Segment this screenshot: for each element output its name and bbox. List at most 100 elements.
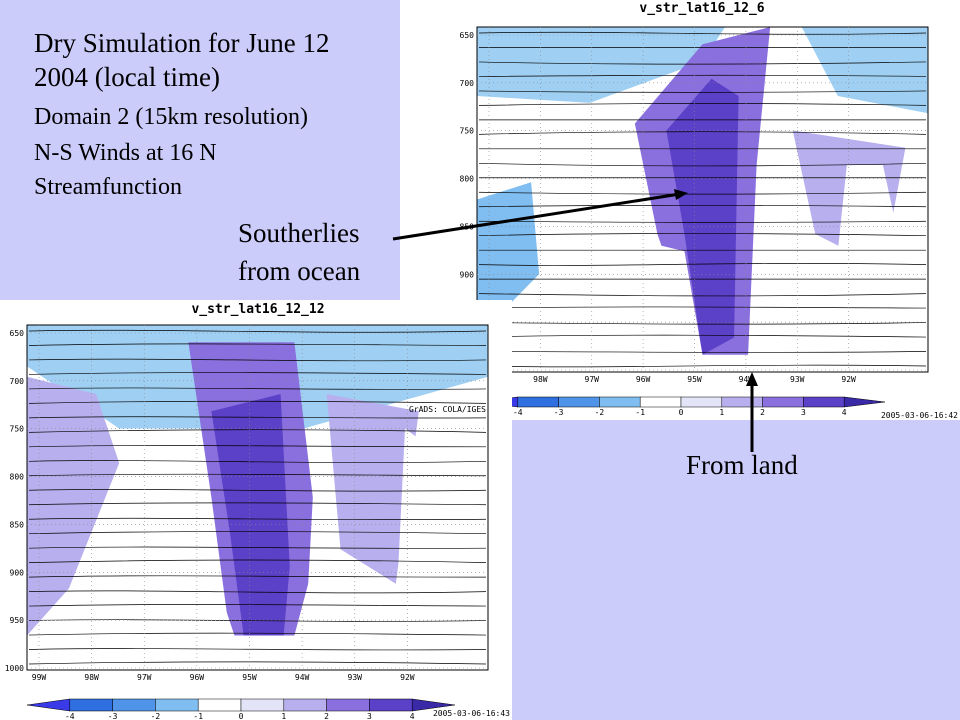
- y-tick-label: 1000: [5, 664, 24, 673]
- x-tick-label: 93W: [348, 673, 363, 682]
- streamline: [28, 372, 487, 375]
- y-tick-label: 650: [10, 329, 25, 338]
- plot-frame: [476, 26, 929, 373]
- colorbar-cell: [112, 698, 156, 712]
- colorbar-label: -4: [65, 712, 75, 720]
- title-line: 2004 (local time): [34, 62, 220, 92]
- colorbar-end: [411, 698, 456, 712]
- y-tick-label: 900: [10, 568, 25, 577]
- streamline: [28, 661, 487, 665]
- y-tick-label: 950: [10, 616, 25, 625]
- contour-fill: [477, 165, 928, 372]
- colorbar-cell: [69, 698, 113, 712]
- streamline: [478, 334, 927, 338]
- colorbar-label: -2: [151, 712, 161, 720]
- streamline: [28, 502, 487, 506]
- colorbar-end: [843, 396, 886, 408]
- y-tick-label: 650: [460, 31, 475, 40]
- plot-bottom: v_str_lat16_12_1265070075080085090095010…: [0, 300, 512, 720]
- y-tick-label: 800: [460, 175, 475, 184]
- plot-title: v_str_lat16_12_12: [191, 302, 324, 317]
- streamline: [28, 343, 487, 346]
- timestamp: 2005-03-06-16:42: [881, 411, 958, 420]
- streamline: [478, 233, 927, 237]
- colorbar-label: 0: [239, 712, 244, 720]
- streamline: [478, 220, 927, 223]
- y-tick-label: 750: [10, 425, 25, 434]
- contour-fill: [666, 78, 739, 355]
- colorbar-label: -3: [554, 408, 564, 417]
- streamline: [28, 546, 487, 549]
- colorbar-cell: [762, 396, 804, 408]
- x-tick-label: 94W: [739, 375, 754, 384]
- y-tick-label: 700: [10, 377, 25, 386]
- colorbar-label: -2: [595, 408, 605, 417]
- credit: GrADS: COLA/IGES: [409, 405, 486, 414]
- y-tick-label: 750: [460, 127, 475, 136]
- x-tick-label: 98W: [533, 375, 548, 384]
- colorbar-cell: [558, 396, 600, 408]
- x-tick-label: 99W: [32, 673, 47, 682]
- streamline: [478, 293, 927, 297]
- x-tick-label: 95W: [242, 673, 257, 682]
- colorbar-label: -4: [513, 408, 523, 417]
- x-tick-label: 92W: [841, 375, 856, 384]
- streamline: [478, 322, 927, 325]
- colorbar-cell: [197, 698, 242, 712]
- subtitle-line: Streamfunction: [34, 174, 182, 200]
- text-panel: [0, 0, 400, 300]
- annotation: from ocean: [238, 256, 361, 286]
- colorbar-label: 2: [760, 408, 765, 417]
- colorbar-cell: [803, 396, 845, 408]
- streamline: [478, 74, 927, 77]
- arrow-head: [746, 372, 758, 386]
- streamline: [28, 460, 487, 463]
- x-tick-label: 97W: [137, 673, 152, 682]
- streamline: [478, 90, 927, 93]
- x-tick-label: 98W: [84, 673, 99, 682]
- y-tick-label: 700: [460, 79, 475, 88]
- x-tick-label: 92W: [400, 673, 415, 682]
- streamline: [28, 387, 487, 390]
- streamline: [28, 590, 487, 594]
- contour-fill: [326, 394, 419, 584]
- streamline: [478, 61, 927, 65]
- contour-fill: [477, 27, 726, 103]
- title-line: Dry Simulation for June 12: [34, 28, 329, 58]
- colorbar-cell: [283, 698, 327, 712]
- contour-fill: [801, 27, 928, 114]
- streamline: [478, 31, 927, 35]
- streamline: [28, 329, 487, 333]
- x-tick-label: 96W: [190, 673, 205, 682]
- streamline: [28, 473, 487, 477]
- contour-fill: [27, 376, 120, 670]
- streamline: [28, 604, 487, 607]
- streamline: [28, 632, 487, 636]
- streamline: [478, 103, 927, 106]
- colorbar-label: -3: [108, 712, 118, 720]
- subtitle-line: N-S Winds at 16 N: [34, 140, 217, 166]
- streamline: [478, 364, 927, 368]
- x-tick-label: 96W: [636, 375, 651, 384]
- streamline: [28, 489, 487, 492]
- streamline: [28, 358, 487, 362]
- colorbar-cell: [680, 396, 723, 408]
- x-tick-label: 94W: [295, 673, 310, 682]
- streamline: [28, 648, 487, 651]
- colorbar-cell: [240, 698, 285, 712]
- colorbar-cell: [517, 396, 559, 408]
- colorbar-label: 3: [367, 712, 372, 720]
- streamline: [28, 531, 487, 535]
- plot-title: v_str_lat16_12_6: [639, 1, 764, 16]
- streamline: [28, 575, 487, 578]
- colorbar-label: 1: [719, 408, 724, 417]
- subtitle-line: Domain 2 (15km resolution): [34, 104, 308, 130]
- colorbar-cell: [639, 396, 682, 408]
- x-tick-label: 93W: [790, 375, 805, 384]
- colorbar-cell: [721, 396, 763, 408]
- streamline: [478, 131, 927, 135]
- colorbar-label: 2: [324, 712, 329, 720]
- colorbar-cell: [369, 698, 413, 712]
